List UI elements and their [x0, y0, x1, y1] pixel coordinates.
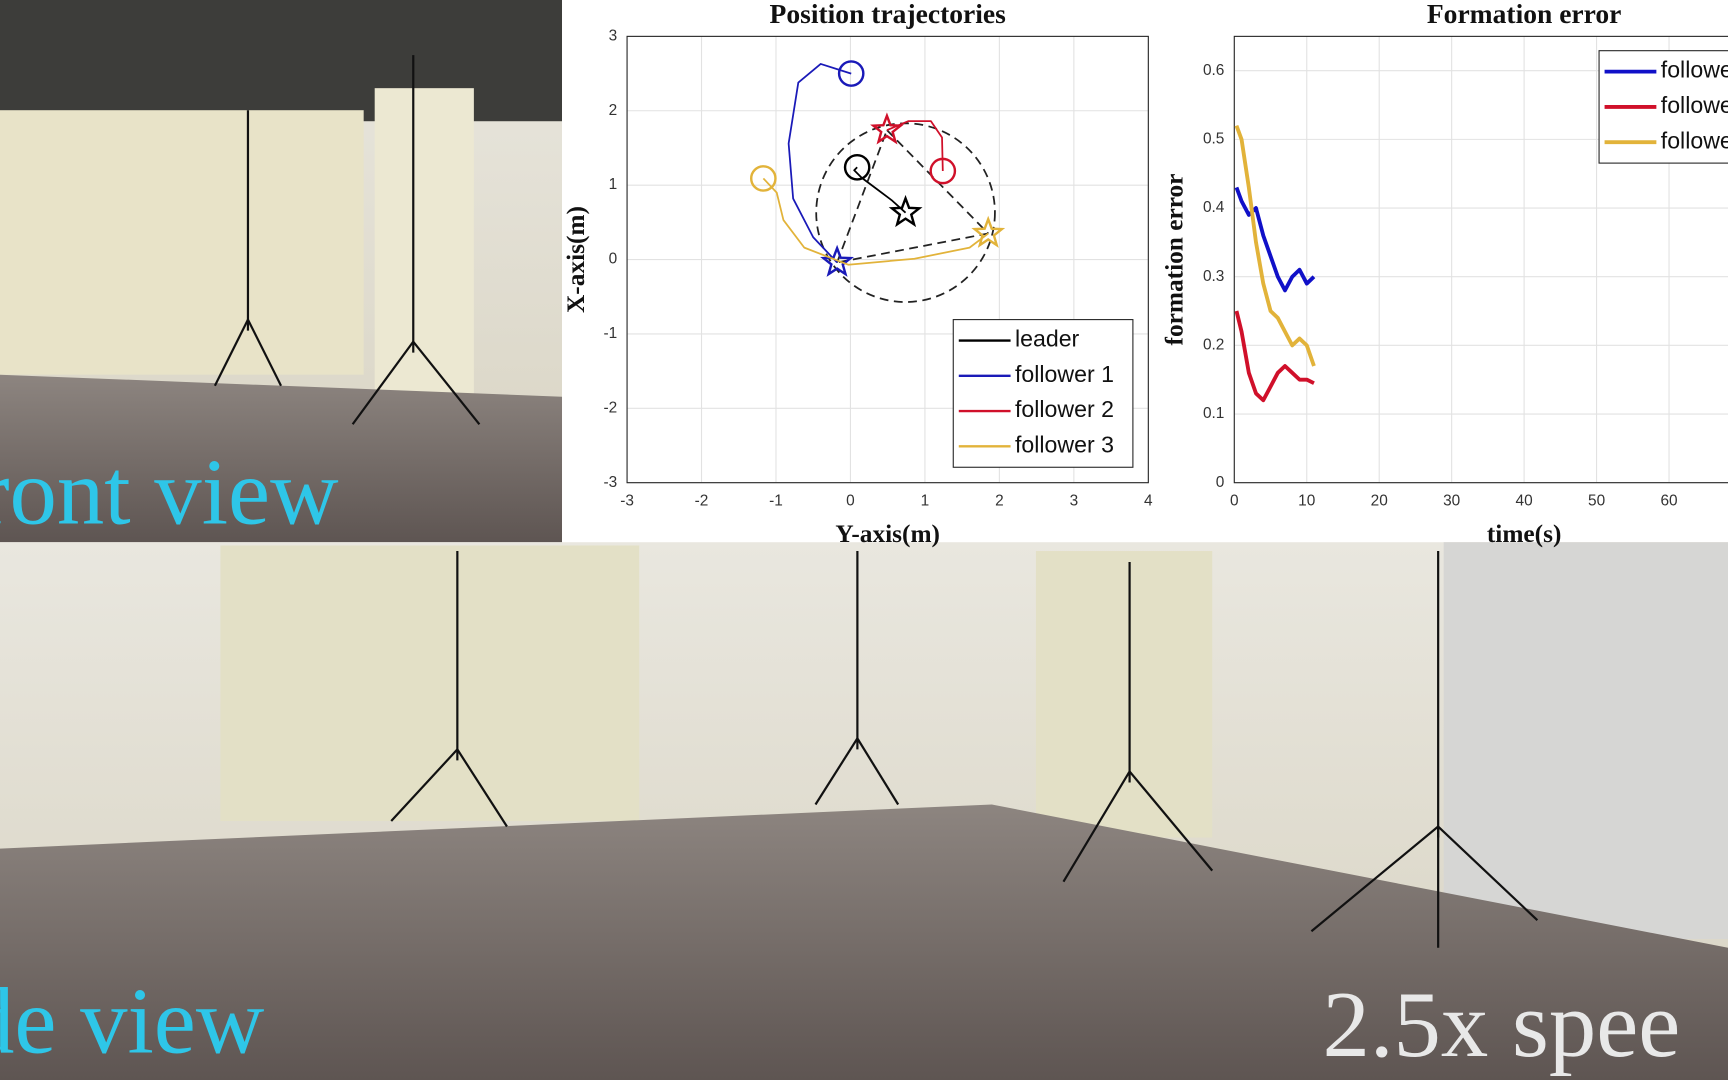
formation-edge — [836, 129, 888, 263]
start-marker — [750, 165, 777, 192]
axes-box — [626, 35, 1149, 484]
legend-label: leader — [1015, 326, 1080, 352]
legend-label: follower 2 — [1015, 396, 1114, 422]
y-tick-label: 3 — [609, 27, 618, 44]
front-view-label: ront view — [0, 440, 339, 544]
x-tick-label: 1 — [921, 493, 930, 510]
formation-edge — [836, 232, 989, 264]
end-marker — [820, 244, 854, 277]
legend-label: follower 1 — [1661, 57, 1728, 83]
y-tick-label: 0.4 — [1203, 199, 1225, 216]
end-marker — [971, 215, 1006, 248]
y-tick-label: 1 — [609, 176, 618, 193]
start-marker — [929, 157, 957, 185]
y-tick-label: 2 — [609, 102, 618, 119]
y-tick-label: 0.1 — [1203, 405, 1224, 422]
x-tick-label: -3 — [620, 493, 634, 510]
side-view-label: de view — [0, 969, 265, 1073]
front-view-photo — [0, 0, 563, 543]
start-marker — [837, 60, 865, 87]
x-axis-label: time(s) — [1487, 520, 1562, 548]
x-tick-label: 30 — [1443, 493, 1460, 510]
start-marker — [843, 153, 871, 181]
y-tick-label: 0.6 — [1203, 62, 1224, 79]
x-tick-label: 3 — [1070, 493, 1079, 510]
series-line — [1234, 186, 1316, 293]
series-line — [886, 120, 944, 172]
y-tick-label: -3 — [603, 474, 617, 491]
x-tick-label: 10 — [1298, 493, 1315, 510]
chart-panel — [562, 0, 1728, 543]
y-tick-label: 0 — [609, 251, 618, 268]
x-tick-label: 50 — [1588, 493, 1605, 510]
chart: -3 -2 -1 0 1 2 3 4 -3 -2 -1 0 1 2 3 Position trajectori… — [562, 0, 1153, 548]
series-line — [762, 177, 989, 266]
end-marker — [888, 194, 923, 228]
series-line — [787, 63, 852, 264]
y-tick-label: 0.5 — [1203, 130, 1224, 147]
legend-label: follower 3 — [1661, 127, 1728, 153]
axes-box — [1233, 35, 1728, 484]
y-tick-label: -2 — [603, 399, 617, 416]
legend-label: follower 1 — [1015, 361, 1114, 387]
side-view-photo — [0, 542, 1728, 1080]
chart-title: Position trajectories — [770, 0, 1007, 29]
series-line — [1234, 310, 1315, 403]
y-tick-label: 0 — [1216, 474, 1225, 491]
x-tick-label: 20 — [1371, 493, 1388, 510]
legend-label: follower 3 — [1015, 431, 1114, 457]
legend-label: follower 2 — [1661, 92, 1728, 118]
x-tick-label: 4 — [1144, 493, 1153, 510]
legend-box — [952, 319, 1134, 468]
chart: 0 10 20 30 40 50 60 0 0.1 0.2 0.3 0.4 0.5 0.6 Formatio… — [1160, 0, 1728, 548]
x-tick-label: 0 — [846, 493, 855, 510]
x-tick-label: 2 — [995, 493, 1004, 510]
chart-title: Formation error — [1427, 0, 1622, 29]
x-tick-label: -2 — [695, 493, 709, 510]
x-tick-label: 0 — [1230, 493, 1239, 510]
y-axis-label: X-axis(m) — [562, 206, 590, 313]
end-marker — [870, 112, 904, 145]
series-line — [853, 166, 907, 214]
y-axis-label: formation error — [1160, 174, 1188, 346]
x-tick-label: 40 — [1516, 493, 1533, 510]
x-axis-label: Y-axis(m) — [835, 520, 940, 548]
series-line — [1234, 124, 1316, 367]
y-tick-label: -1 — [603, 325, 617, 342]
y-tick-label: 0.3 — [1203, 268, 1224, 285]
x-tick-label: -1 — [769, 493, 783, 510]
speed-label: 2.5x spee — [1322, 973, 1680, 1077]
x-tick-label: 60 — [1660, 493, 1677, 510]
y-tick-label: 0.2 — [1203, 336, 1224, 353]
